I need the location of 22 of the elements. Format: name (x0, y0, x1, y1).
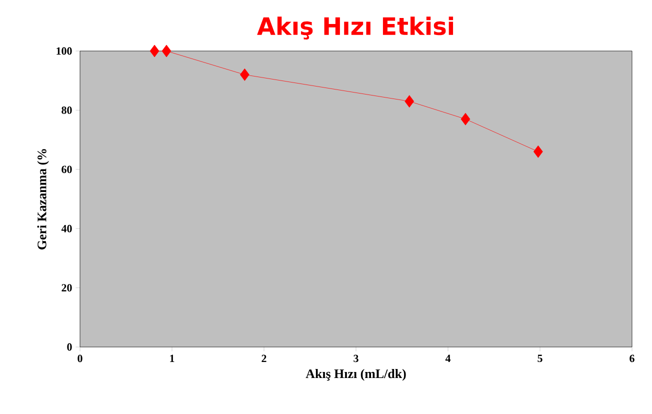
y-tick-label: 60 (62, 166, 72, 174)
point (162, 44, 172, 58)
point (404, 95, 414, 108)
x-tick-label: 2 (262, 354, 266, 362)
chart-title: Akış Hızı Etkisi (257, 16, 454, 40)
x-tick-label: 1 (170, 354, 174, 362)
x-tick-label: 4 (445, 354, 451, 362)
point (150, 44, 160, 58)
point (240, 68, 250, 81)
x-tick-label: 6 (630, 354, 634, 362)
y-tick-label: 100 (56, 47, 72, 55)
point (533, 145, 543, 158)
y-tick-label: 40 (61, 224, 72, 232)
x-tick-label: 5 (538, 354, 542, 362)
y-tick-label: 0 (67, 343, 72, 351)
y-tick-label: 20 (62, 284, 72, 292)
x-tick-label: 0 (78, 354, 82, 362)
x-axis-title: Akış Hızı (mL/dk) (306, 369, 406, 381)
point (460, 112, 470, 126)
y-axis-title: Geri Kazanma (% (37, 149, 49, 250)
y-tick-label: 80 (62, 106, 72, 114)
x-tick-label: 3 (354, 354, 358, 362)
